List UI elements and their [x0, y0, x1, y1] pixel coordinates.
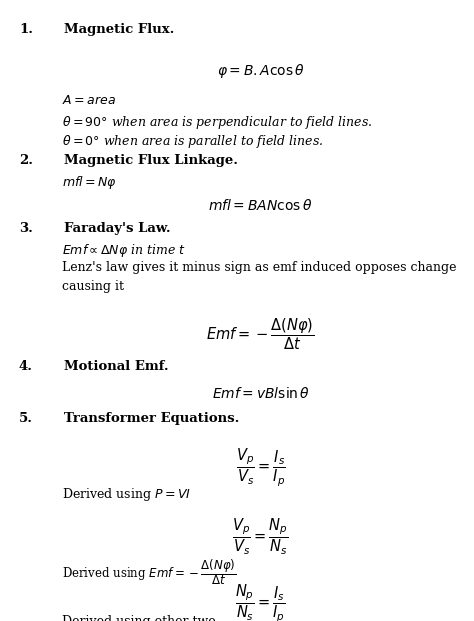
Text: 2.: 2. — [19, 154, 33, 167]
Text: Motional Emf.: Motional Emf. — [64, 360, 169, 373]
Text: $\theta = 0°$ when area is parallel to field lines.: $\theta = 0°$ when area is parallel to f… — [62, 133, 323, 150]
Text: $\varphi = B.A\cos\theta$: $\varphi = B.A\cos\theta$ — [217, 62, 305, 80]
Text: Lenz's law gives it minus sign as emf induced opposes change: Lenz's law gives it minus sign as emf in… — [62, 261, 456, 274]
Text: Magnetic Flux.: Magnetic Flux. — [64, 23, 174, 36]
Text: Transformer Equations.: Transformer Equations. — [64, 412, 239, 425]
Text: 5.: 5. — [19, 412, 33, 425]
Text: 3.: 3. — [19, 222, 33, 235]
Text: $mfl = BAN\cos\theta$: $mfl = BAN\cos\theta$ — [209, 198, 313, 213]
Text: Derived using $Emf = -\dfrac{\Delta(N\varphi)}{\Delta t}$: Derived using $Emf = -\dfrac{\Delta(N\va… — [62, 558, 236, 587]
Text: $Emf = -\dfrac{\Delta(N\varphi)}{\Delta t}$: $Emf = -\dfrac{\Delta(N\varphi)}{\Delta … — [207, 317, 315, 352]
Text: causing it: causing it — [62, 280, 124, 293]
Text: 4.: 4. — [19, 360, 33, 373]
Text: Derived using other two.: Derived using other two. — [62, 615, 219, 621]
Text: $A = area$: $A = area$ — [62, 94, 116, 107]
Text: $\dfrac{V_p}{V_s} = \dfrac{I_s}{I_p}$: $\dfrac{V_p}{V_s} = \dfrac{I_s}{I_p}$ — [236, 446, 286, 489]
Text: $mfl = N\varphi$: $mfl = N\varphi$ — [62, 174, 117, 191]
Text: $\dfrac{N_p}{N_s} = \dfrac{I_s}{I_p}$: $\dfrac{N_p}{N_s} = \dfrac{I_s}{I_p}$ — [235, 582, 286, 621]
Text: $Emf \propto \Delta N\varphi$ in time $t$: $Emf \propto \Delta N\varphi$ in time $t… — [62, 242, 185, 258]
Text: 1.: 1. — [19, 23, 33, 36]
Text: Faraday's Law.: Faraday's Law. — [64, 222, 171, 235]
Text: Magnetic Flux Linkage.: Magnetic Flux Linkage. — [64, 154, 238, 167]
Text: $Emf = vBl\sin\theta$: $Emf = vBl\sin\theta$ — [211, 386, 310, 401]
Text: $\theta = 90°$ when area is perpendicular to field lines.: $\theta = 90°$ when area is perpendicula… — [62, 114, 372, 130]
Text: $\dfrac{V_p}{V_s} = \dfrac{N_p}{N_s}$: $\dfrac{V_p}{V_s} = \dfrac{N_p}{N_s}$ — [232, 517, 289, 557]
Text: Derived using $P = VI$: Derived using $P = VI$ — [62, 486, 191, 502]
